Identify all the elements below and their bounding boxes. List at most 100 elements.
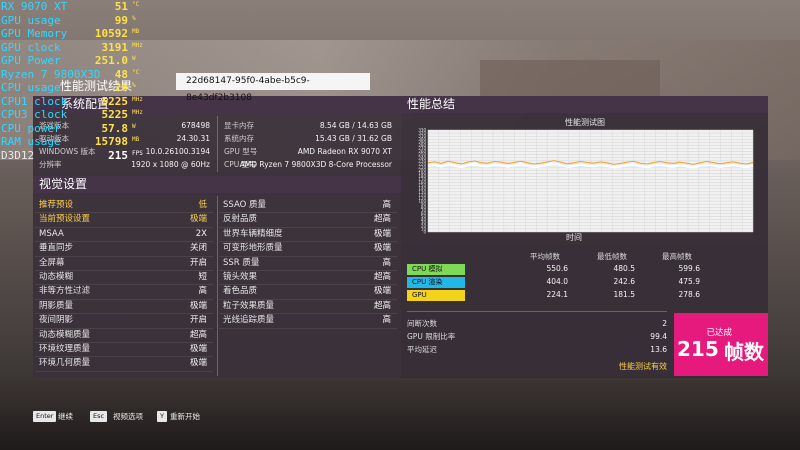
osd-value: 251.0 xyxy=(94,54,128,67)
osd-row: D3D12 215 FPS xyxy=(0,149,150,163)
osd-unit: MHz xyxy=(132,95,143,103)
chart-y-tick: 290 xyxy=(418,140,426,145)
setting-value: 短 xyxy=(198,272,207,282)
osd-unit: MHz xyxy=(132,109,143,116)
config-key: CPU 型号 xyxy=(224,160,257,169)
setting-value: 开启 xyxy=(189,257,207,268)
setting-name: 阴影质量 xyxy=(39,300,74,311)
benchmark-id: 22d68147-95f0-4abe-b5c9-8e43df2b3108 xyxy=(176,73,370,103)
perf-row-label: GPU xyxy=(407,290,465,301)
visual-settings-title: 视觉设置 xyxy=(39,177,88,191)
chart-y-tick: 220 xyxy=(418,162,426,167)
setting-row: 可变形地形质量 极端 xyxy=(219,241,397,257)
config-key: 游戏版本 xyxy=(39,121,69,130)
perf-column-header: 平均帧数 xyxy=(530,252,560,261)
perf-value: 242.6 xyxy=(613,277,635,286)
osd-unit: MB xyxy=(132,28,140,35)
osd-unit: °C xyxy=(132,1,140,8)
chart-y-tick: 240 xyxy=(418,155,426,160)
config-value: 8.54 GB / 14.63 GB xyxy=(319,121,392,130)
osd-row: CPU3 clock 5225 MHz xyxy=(0,108,150,122)
setting-name: 夜间阴影 xyxy=(39,315,74,326)
setting-value: 低 xyxy=(198,200,207,210)
osd-unit: W xyxy=(132,55,136,62)
chart-y-tick: 330 xyxy=(418,128,426,133)
chart-y-tick: 190 xyxy=(418,171,426,176)
setting-row: 非等方性过滤 高 xyxy=(35,284,213,300)
performance-overlay: RX 9070 XT 51 °C GPU usage 99% GPU Memory 1059… xyxy=(0,0,150,162)
chart-y-tick: 280 xyxy=(418,143,426,148)
setting-row: 垂直同步 关闭 xyxy=(35,241,213,257)
osd-unit: MB xyxy=(132,136,140,143)
config-key: 显卡内存 xyxy=(224,121,254,130)
osd-row: CPU usage 26% xyxy=(0,81,150,95)
perf-value: 550.6 xyxy=(546,264,568,273)
chart-y-tick: 270 xyxy=(418,146,426,151)
setting-value: 超高 xyxy=(373,272,391,282)
osd-label: GPU Memory xyxy=(1,27,68,40)
setting-name: 着色品质 xyxy=(223,286,258,297)
stat-name: 平均延迟 xyxy=(407,345,437,354)
chart-y-tick: 230 xyxy=(418,158,426,163)
stat-value: 99.4 xyxy=(650,332,667,341)
osd-value: 48 xyxy=(114,67,128,81)
chart-y-tick: 120 xyxy=(418,192,426,197)
config-row: 驱动版本 24.30.31 xyxy=(39,133,210,145)
setting-name: 世界车辆精细度 xyxy=(223,228,283,239)
chart-series-line xyxy=(427,162,754,169)
setting-value: 2X xyxy=(195,228,207,239)
fps-achieved-label: 已达成 xyxy=(706,328,732,338)
setting-value: 高 xyxy=(198,286,207,297)
setting-name: 环境纹理质量 xyxy=(39,344,91,354)
config-key: 驱动版本 xyxy=(39,134,69,143)
key-hint-label[interactable]: 视频选项 xyxy=(113,412,143,421)
osd-label: GPU Power xyxy=(1,54,61,67)
benchmark-valid-text: 性能测试有效 xyxy=(619,362,667,371)
key-hint-y[interactable]: Y xyxy=(157,411,167,422)
setting-name: 全屏幕 xyxy=(39,257,65,268)
osd-unit: °C xyxy=(132,68,140,76)
key-hint-label[interactable]: 继续 xyxy=(58,412,73,421)
perf-value: 404.0 xyxy=(546,277,568,286)
chart-y-tick: 160 xyxy=(418,180,426,185)
setting-row: SSR 质量 高 xyxy=(219,256,397,271)
chart-y-tick: 200 xyxy=(418,168,426,173)
setting-value: 极端 xyxy=(373,286,391,297)
config-key: GPU 型号 xyxy=(224,147,258,156)
stat-name: GPU 限制比率 xyxy=(407,332,456,341)
setting-name: MSAA xyxy=(39,228,64,239)
system-divider xyxy=(217,116,218,172)
osd-value: 3191 xyxy=(101,40,129,54)
setting-row: 着色品质 极端 xyxy=(219,284,397,300)
chart-y-tick: 50 xyxy=(421,214,427,219)
osd-value: 5225 xyxy=(101,108,129,121)
osd-value: 10592 xyxy=(94,27,128,40)
osd-unit: % xyxy=(132,82,136,89)
osd-row: GPU usage 99% xyxy=(0,14,150,28)
fps-unit: 帧数 xyxy=(724,340,764,364)
key-hint-label[interactable]: 重新开始 xyxy=(170,412,200,421)
key-hint-enter[interactable]: Enter xyxy=(33,411,57,422)
config-value: 1920 x 1080 @ 60Hz xyxy=(131,160,210,169)
osd-row: GPU clock 3191 MHz xyxy=(0,41,150,55)
stat-name: 间断次数 xyxy=(407,319,437,328)
config-row: 游戏版本 678498 xyxy=(39,120,210,132)
config-row: GPU 型号 AMD Radeon RX 9070 XT xyxy=(224,146,392,158)
osd-unit: FPS xyxy=(132,149,143,157)
visual-divider xyxy=(217,196,218,376)
chart-y-tick: 10 xyxy=(421,226,427,231)
perf-column-header: 最低帧数 xyxy=(597,252,627,261)
osd-label: CPU usage xyxy=(1,81,61,94)
config-key: 系统内存 xyxy=(224,134,254,143)
chart-y-tick: 320 xyxy=(418,131,426,136)
chart-y-tick: 210 xyxy=(418,165,426,170)
setting-value: 极端 xyxy=(189,300,207,311)
key-hint-esc[interactable]: Esc xyxy=(90,411,108,422)
chart-y-tick: 70 xyxy=(421,208,427,213)
setting-name: 动态模糊质量 xyxy=(39,329,91,340)
chart-x-label: 时间 xyxy=(566,233,582,242)
osd-row: CPU power 57.8 W xyxy=(0,122,150,136)
system-config-title: 系统配置 xyxy=(61,97,110,111)
osd-value: 5225 xyxy=(101,94,129,108)
config-row: WINDOWS 版本 10.0.26100.3194 xyxy=(39,146,210,158)
